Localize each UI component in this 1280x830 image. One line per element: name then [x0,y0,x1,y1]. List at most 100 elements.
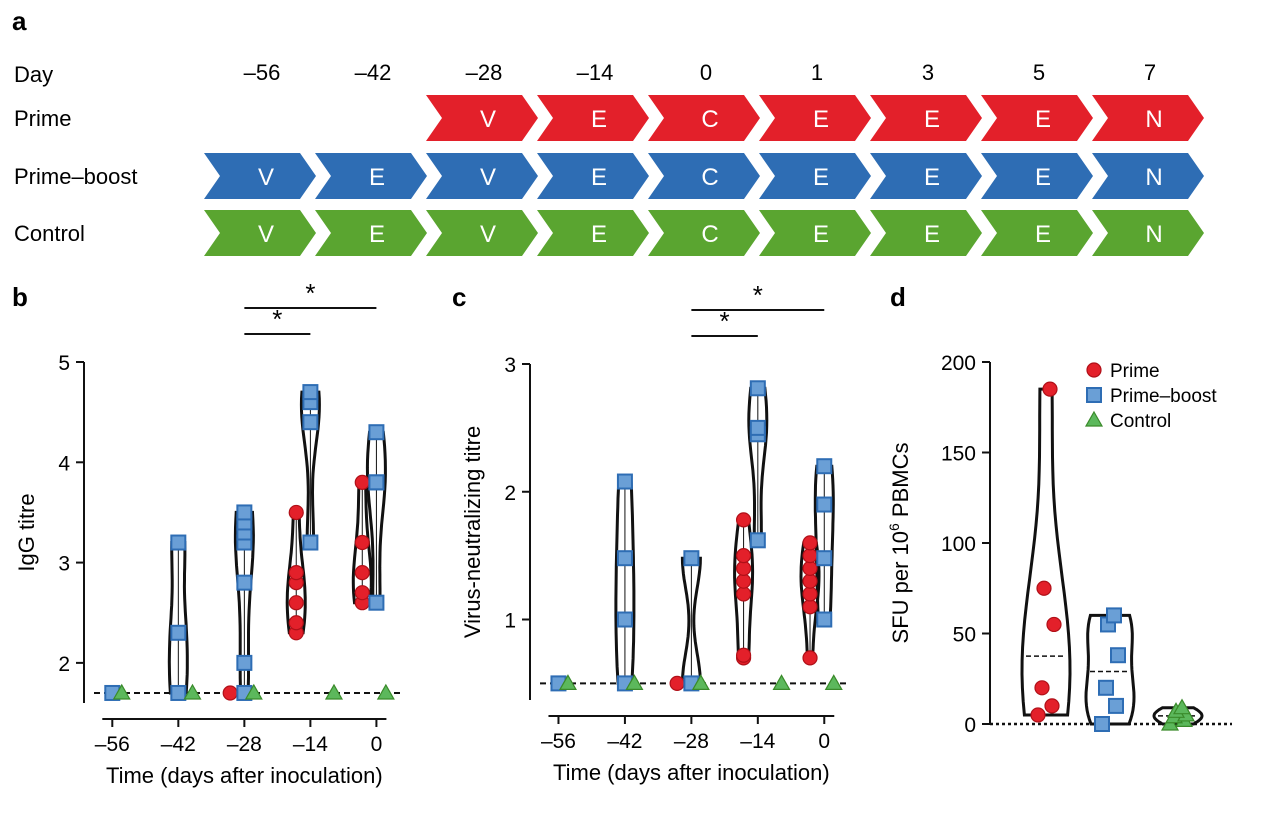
x-tick-label: –56 [541,730,576,753]
y-axis-title-superscript: 6 [886,523,902,531]
y-tick-label: 100 [941,533,976,556]
prime-boost-point [1098,679,1114,696]
schedule-step-label: N [1145,221,1162,248]
panel-a-letter: a [12,6,27,36]
prime-boost-point [302,414,319,431]
y-tick-label: 0 [964,714,976,737]
y-tick-label: 3 [504,354,516,377]
prime-boost-point [1094,716,1110,732]
prime-boost-point [170,534,187,551]
y-tick-label: 4 [58,452,70,475]
day-label: 1 [811,60,823,85]
panel-b: b 2 3 4 5 –56 –42 –28 –14 0 Time (days after inoc… [12,278,400,788]
schedule-step-arrow [537,95,649,141]
prime-boost-point [170,624,187,641]
control-point [112,683,131,700]
x-tick-label: –42 [607,730,642,753]
control-point [324,683,344,700]
schedule-step-arrow [1092,153,1204,199]
schedule-step-label: V [258,221,274,248]
x-tick-label: –56 [95,733,130,756]
schedule-step-arrow [981,210,1093,256]
schedule-step-arrow [426,210,538,256]
day-label: 3 [922,60,934,85]
prime-boost-point [683,550,700,567]
schedule-step-label: E [1035,221,1051,248]
control-point [1172,698,1192,715]
panel-c-letter: c [452,282,466,312]
panel-b-letter: b [12,282,28,312]
day-label: –28 [466,60,503,85]
day-labels: –56 –42 –28 –14 0 1 3 5 7 [244,60,1156,85]
prime-boost-point [170,684,187,701]
schedule-step-label: N [1145,164,1162,191]
prime-point [288,595,304,611]
prime-point [354,474,370,490]
y-tick-label: 2 [504,482,516,505]
chart-c: 1 2 3 –56 –42 –28 –14 0 Time (days after inocula… [460,280,848,785]
schedule-step-label: E [369,164,385,191]
schedule-step-label: V [258,164,274,191]
violin-outline [1152,706,1204,726]
panel-d-letter: d [890,282,906,312]
y-tick-label: 3 [58,553,70,576]
y-axis-title-tail: PBMCs [888,443,913,524]
prime-point [802,586,818,602]
schedule-step-label: E [813,106,829,133]
prime-point [735,647,752,663]
schedule-step-arrow [870,95,982,141]
schedule-step-arrow [537,153,649,199]
violin-outline [1020,387,1072,717]
violin-outline [351,480,373,605]
schedule-row: Prime–boost V E V E C E E E N [14,153,1204,199]
prime-point [288,565,304,581]
day-label: –42 [355,60,392,85]
x-axis-title: Time (days after inoculation) [553,760,830,785]
prime-point [802,599,818,615]
prime-boost-point [816,550,833,567]
prime-point [354,534,370,551]
schedule-row: Prime V E C E E E N [14,95,1204,141]
prime-boost-point [816,496,833,513]
schedule-step-label: E [924,221,940,248]
significance-star: * [753,280,763,310]
prime-point [1042,381,1058,397]
schedule-step-label: N [1145,106,1162,133]
schedule-row-label: Prime–boost [14,164,138,189]
x-tick-label: –28 [674,730,709,753]
y-tick-label: 5 [58,352,70,375]
schedule-step-arrow [981,95,1093,141]
control-point [691,674,710,690]
day-label: 5 [1033,60,1045,85]
schedule-step-arrow [648,153,760,199]
schedule-step-arrow [204,210,316,256]
legend-label: Prime–boost [1110,386,1217,407]
prime-boost-point [236,654,253,671]
day-label: –14 [577,60,614,85]
schedule-step-arrow [870,210,982,256]
significance-star: * [305,278,315,308]
y-tick-label: 50 [953,624,976,647]
prime-boost-point [302,534,319,551]
prime-point [802,535,818,551]
x-tick-label: –14 [293,733,328,756]
prime-boost-point [368,474,385,491]
chart-d: 0 50 100 150 200 SFU per 106 PBMCs Prime Prime–… [886,352,1232,737]
schedule-rows: Prime V E C E E E N Prime–boost V E V E C E E E N Control V… [14,95,1204,256]
y-axis-title: IgG titre [14,493,39,571]
schedule-step-arrow [315,153,427,199]
schedule-step-arrow [981,153,1093,199]
schedule-step-label: E [924,164,940,191]
chart-b: 2 3 4 5 –56 –42 –28 –14 0 Time (days after inocul… [14,278,400,788]
x-tick-label: –28 [227,733,262,756]
prime-point [222,685,238,701]
schedule-step-arrow [870,153,982,199]
prime-boost-point [816,458,833,475]
prime-point [735,586,752,602]
prime-point [354,565,370,581]
schedule-step-label: V [480,221,496,248]
violin-outline [1084,613,1136,726]
prime-boost-point [749,380,766,397]
control-point [772,674,791,690]
